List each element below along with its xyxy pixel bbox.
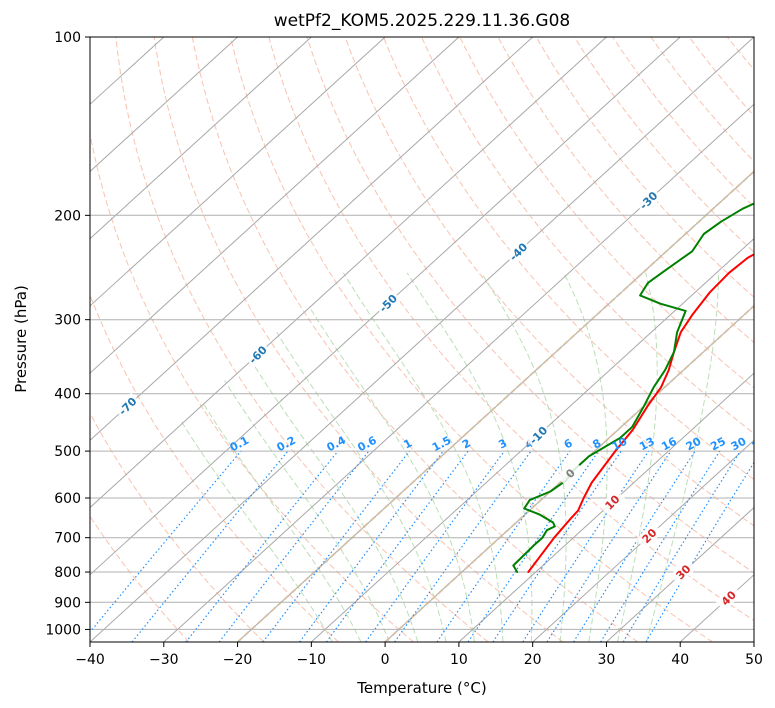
x-tick-label: 30 — [598, 652, 616, 668]
isotherm-label-background — [598, 488, 626, 516]
moist-adiabat-line — [308, 306, 475, 642]
y-tick-label: 500 — [54, 444, 81, 460]
plot-frame — [89, 36, 755, 643]
x-tick-label: 0 — [381, 652, 390, 668]
isotherm-label-background — [635, 522, 663, 550]
mixing-ratio-label: 13 — [637, 435, 657, 454]
mixing-ratio-line — [573, 450, 696, 642]
x-tick-label: 10 — [450, 652, 468, 668]
y-tick-label: 300 — [54, 313, 81, 329]
y-tick-label: 400 — [54, 387, 81, 403]
x-axis-label: Temperature (°C) — [356, 679, 486, 697]
special-isotherm-line — [236, 170, 754, 642]
background-lines — [90, 37, 754, 642]
y-tick-label: 200 — [54, 208, 81, 224]
dry-adiabat-line — [90, 515, 190, 642]
mixing-ratio-label: 36 — [750, 435, 770, 454]
dewpoint-profile-line — [512, 202, 754, 573]
x-tick-label: 40 — [671, 652, 689, 668]
mixing-ratio-line — [492, 450, 622, 642]
mixing-ratio-label: 25 — [708, 435, 728, 454]
y-tick-label: 600 — [54, 491, 81, 507]
moist-adiabat-line — [480, 272, 567, 642]
y-tick-label: 800 — [54, 565, 81, 581]
isotherm-line — [90, 37, 681, 576]
isotherm-line — [90, 37, 386, 307]
isotherm-label-background — [244, 341, 272, 369]
dry-adiabat-line — [115, 37, 489, 642]
isotherm-label-background — [669, 558, 697, 586]
mixing-ratio-line — [394, 450, 532, 642]
x-tick-label: −20 — [223, 652, 253, 668]
isotherm-line — [606, 506, 754, 642]
isotherm-label-background — [524, 421, 552, 449]
mixing-ratio-line — [436, 450, 571, 642]
dry-adiabat-line — [497, 37, 754, 344]
dry-adiabat-line — [191, 37, 639, 642]
mixing-ratio-line — [131, 450, 289, 642]
isotherm-label-background — [504, 238, 532, 266]
moist-adiabat-line — [646, 272, 720, 642]
axis-ticks: −40 −30 −20 −10 0 10 20 30 40 50 100 200 300 400 500 60… — [45, 30, 763, 668]
isotherm-label-background — [635, 186, 662, 214]
isotherm-line — [90, 37, 754, 642]
special-isotherm-line — [384, 304, 754, 642]
mixing-ratio-label: 30 — [729, 435, 749, 454]
isotherm-line — [163, 103, 754, 642]
y-tick-label: 100 — [54, 30, 81, 46]
x-tick-label: 20 — [524, 652, 542, 668]
dry-adiabat-line — [153, 37, 564, 642]
profile-lines — [512, 202, 754, 573]
isotherm-line — [90, 37, 607, 509]
isotherm-line — [458, 372, 754, 642]
chart-title: wetPf2_KOM5.2025.229.11.36.G08 — [274, 11, 570, 31]
x-tick-label: −40 — [75, 652, 105, 668]
isotherm-line — [310, 237, 754, 642]
moist-adiabat-line — [276, 331, 447, 642]
isotherm-label-background — [374, 289, 402, 317]
dry-adiabat-line — [306, 37, 754, 574]
mixing-ratio-line — [467, 450, 599, 642]
isotherm-line — [90, 37, 534, 442]
y-tick-label: 700 — [54, 531, 81, 547]
dry-adiabat-line — [90, 293, 339, 642]
mixing-ratio-line — [546, 450, 672, 642]
mixing-ratio-line — [622, 450, 741, 642]
mixing-ratio-line — [90, 450, 242, 633]
dry-adiabat-line — [90, 412, 265, 642]
mixing-ratio-label: 20 — [684, 435, 704, 454]
mixing-ratio-label: 10 — [610, 435, 630, 454]
moist-adiabat-line — [249, 359, 419, 642]
mixing-ratio-label: 16 — [659, 435, 679, 454]
mixing-ratio-line — [185, 450, 339, 642]
moist-adiabat-line — [180, 420, 333, 642]
isotherm-label-background — [715, 584, 742, 612]
isotherm-label-background — [114, 392, 142, 420]
y-tick-label: 900 — [54, 595, 81, 611]
dry-adiabat-line — [459, 37, 754, 389]
temperature-profile-line — [527, 253, 754, 573]
mixing-ratio-line — [365, 450, 505, 642]
y-axis-label: Pressure (hPa) — [12, 285, 30, 393]
mixing-ratio-line — [325, 450, 469, 642]
moist-adiabat-line — [224, 380, 390, 642]
x-tick-label: 50 — [745, 652, 763, 668]
line-labels: 0.10.20.40.611.52346810131620253036-100-… — [114, 186, 770, 612]
isotherm-label-background — [556, 459, 584, 487]
isotherm-line — [90, 37, 312, 240]
mixing-ratio-line — [299, 450, 444, 642]
isotherm-line — [90, 37, 238, 173]
x-tick-label: −30 — [149, 652, 179, 668]
isotherm-line — [90, 37, 460, 374]
x-tick-label: −10 — [297, 652, 327, 668]
moist-adiabat-line — [202, 402, 362, 642]
y-tick-label: 1000 — [45, 622, 81, 638]
